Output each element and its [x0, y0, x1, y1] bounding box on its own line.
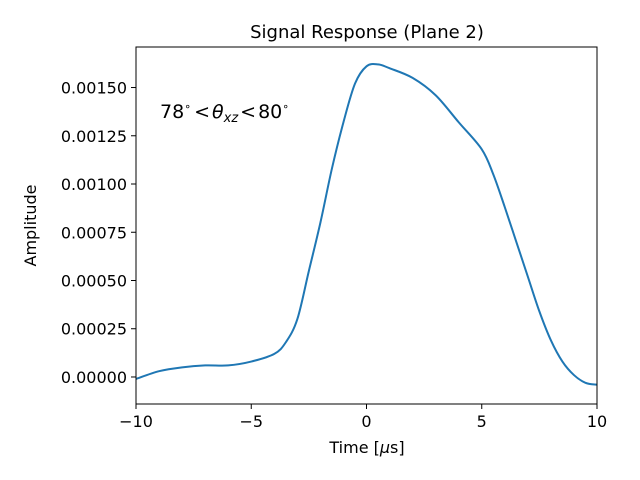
y-tick-label: 0.00125: [61, 127, 127, 146]
y-tick-label: 0.00150: [61, 79, 127, 98]
series-layer: [135, 62, 598, 386]
x-tick-label: 0: [361, 412, 371, 431]
y-tick-label: 0.00025: [61, 320, 127, 339]
x-tick-label: 5: [477, 412, 487, 431]
x-tick-label: 10: [587, 412, 607, 431]
angle-annotation: 78∘ < θxz <80∘: [160, 100, 289, 126]
x-tick-label: −5: [239, 412, 263, 431]
y-axis-ticks: 0.00000 0.00025 0.00050 0.00075 0.00100 0.001…: [61, 79, 136, 387]
y-tick-label: 0.00100: [61, 175, 127, 194]
x-tick-label: −10: [119, 412, 153, 431]
y-axis-label: Amplitude: [21, 185, 40, 267]
x-axis-label: Time [μs]: [328, 438, 404, 457]
series-line-0: [135, 62, 598, 386]
y-tick-label: 0.00050: [61, 271, 127, 290]
y-tick-label: 0.00000: [61, 368, 127, 387]
x-axis-ticks: −10 −5 0 5 10: [119, 404, 607, 431]
chart-title: Signal Response (Plane 2): [250, 22, 484, 43]
y-tick-label: 0.00075: [61, 223, 127, 242]
